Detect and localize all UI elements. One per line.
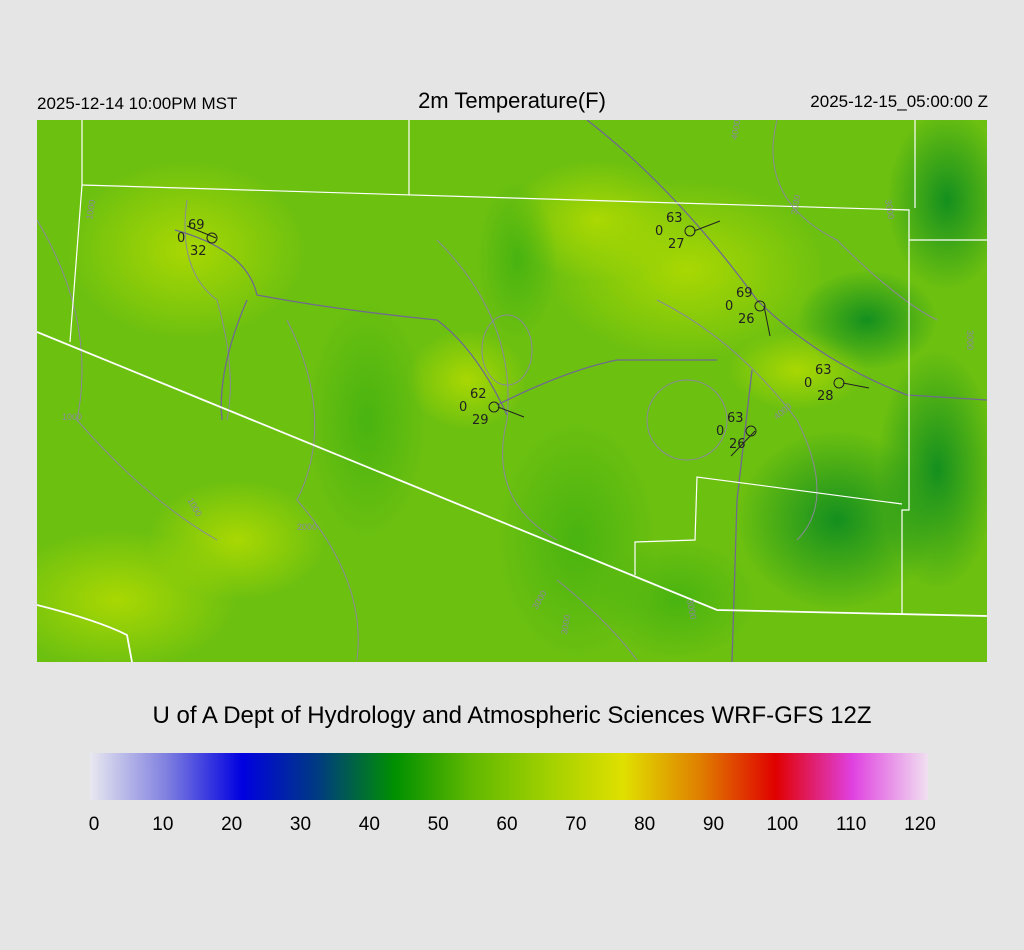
station-dew: 28 (817, 389, 834, 404)
contour-label: 3000 (965, 330, 975, 350)
colorbar-tick-label: 0 (88, 814, 100, 835)
colorbar-tick-label: 110 (836, 814, 867, 835)
station-dew: 26 (729, 437, 746, 452)
station-wind: 0 (655, 224, 663, 239)
wind-barb (186, 225, 217, 239)
contour-label: 3000 (559, 614, 572, 635)
station-temp: 63 (815, 363, 832, 378)
station-dew: 29 (472, 413, 489, 428)
station-plot: 630 27 (655, 211, 721, 252)
contour-label: 4000 (729, 120, 742, 140)
county-boundaries (69, 120, 987, 615)
station-circle (754, 300, 766, 312)
contour-label: 3000 (789, 194, 802, 215)
local-valid-time: 2025-12-14 10:00PM MST (37, 94, 238, 113)
station-plot: 690 32 (177, 218, 218, 259)
temperature-colorbar (90, 753, 928, 800)
colorbar-tick-label: 30 (289, 814, 312, 835)
state-boundaries (37, 331, 987, 662)
station-wind: 0 (177, 231, 185, 246)
station-temp: 63 (727, 411, 744, 426)
map-title: 2m Temperature(F) (418, 88, 606, 113)
wind-barb (730, 430, 756, 457)
colorbar-tick-label: 40 (358, 814, 380, 835)
colorbar-tick-label: 80 (634, 814, 656, 835)
station-temp: 63 (666, 211, 683, 226)
station-temp: 62 (470, 387, 487, 402)
utc-valid-time: 2025-12-15_05:00:00 Z (810, 92, 988, 111)
station-wind: 0 (459, 400, 467, 415)
station-plot: 630 28 (804, 363, 870, 404)
colorbar-tick-label: 20 (221, 814, 243, 835)
contour-label: 1000 (84, 199, 97, 220)
station-wind: 0 (725, 299, 733, 314)
colorbar-tick-label: 70 (565, 814, 587, 835)
station-dew: 26 (738, 312, 755, 327)
colorbar-tick-label: 90 (702, 814, 725, 835)
model-credit: U of A Dept of Hydrology and Atmospheric… (152, 702, 872, 729)
station-plot: 630 26 (716, 411, 757, 457)
station-wind: 0 (716, 424, 724, 439)
temperature-map: 1000100020003000400030004000300010003000… (37, 120, 987, 662)
colorbar-tick-label: 100 (766, 814, 799, 835)
station-plot: 620 29 (459, 387, 525, 428)
wind-barb (693, 220, 721, 232)
contour-label: 2000 (297, 522, 317, 532)
station-temp: 69 (736, 286, 753, 301)
colorbar-tick-label: 60 (496, 814, 518, 835)
colorbar-tick-label: 50 (427, 814, 449, 835)
station-wind: 0 (804, 376, 812, 391)
station-plot: 690 26 (725, 286, 771, 337)
contour-label: 3000 (685, 599, 698, 620)
wind-barb (763, 305, 771, 337)
station-dew: 32 (190, 244, 207, 259)
wind-barb (497, 406, 525, 418)
contour-label: 3000 (883, 199, 896, 220)
cool-areas (307, 120, 987, 660)
station-circle (206, 232, 218, 244)
station-dew: 27 (668, 237, 685, 252)
wind-barb (842, 382, 870, 389)
contour-label: 1000 (62, 412, 82, 422)
station-temp: 69 (188, 218, 205, 233)
colorbar-tick-label: 10 (152, 814, 174, 835)
station-circle (745, 425, 757, 437)
roads (174, 120, 987, 662)
colorbar-tick-label: 120 (904, 814, 936, 835)
